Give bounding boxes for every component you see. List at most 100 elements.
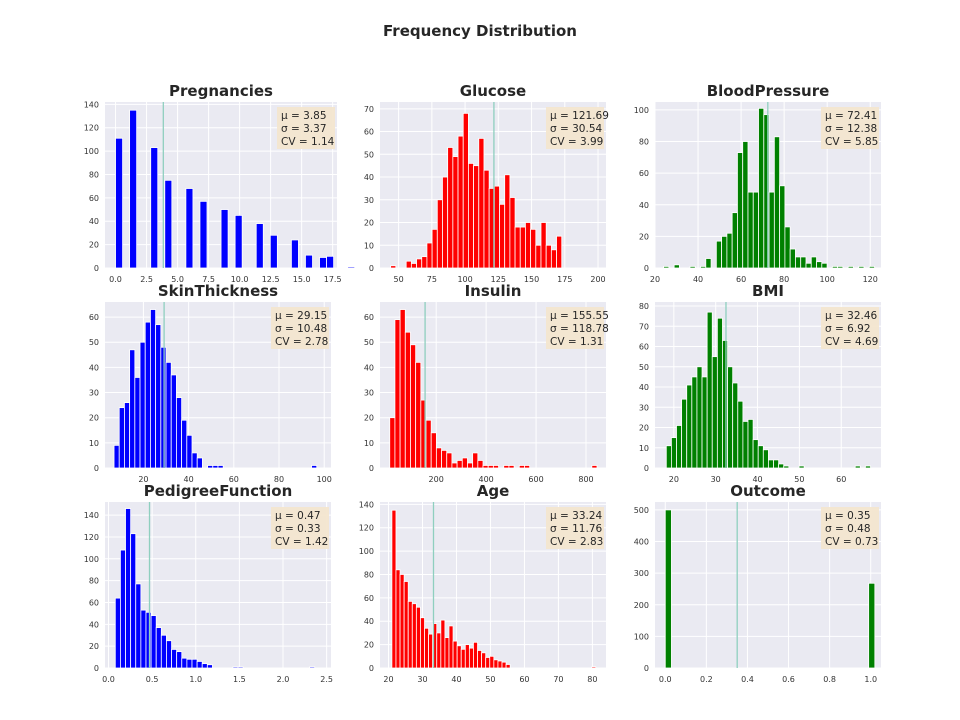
y-tick-label: 0	[369, 264, 374, 273]
y-tick-label: 0	[644, 464, 649, 473]
y-tick-label: 0	[369, 464, 374, 473]
histogram-panel-bloodpressure: 20 40 60 80 100 120020406080100BloodPressureμ…	[634, 82, 881, 284]
histogram-bar	[347, 266, 356, 269]
y-tick-label: 40	[89, 217, 99, 226]
histogram-bar	[428, 633, 434, 669]
histogram-panel-pregnancies: 0.0 2.5 5.0 7.5 10.0 12.5 15.0 17.5020406080100…	[84, 82, 398, 284]
histogram-bar	[217, 465, 224, 469]
y-tick-label: 100	[84, 147, 99, 156]
histogram-bar	[757, 445, 764, 469]
histogram-bar	[763, 114, 770, 269]
y-tick-label: 50	[364, 338, 374, 347]
subplot-title: Age	[477, 482, 510, 500]
histogram-bar	[737, 152, 744, 269]
histogram-bar	[726, 232, 733, 269]
histogram-bar	[115, 137, 123, 269]
subplot-title: Glucose	[460, 82, 526, 100]
histogram-bar	[673, 264, 680, 269]
x-tick-label: 5.0	[171, 275, 184, 284]
x-tick-label: 0.8	[823, 675, 836, 684]
histogram-bar	[150, 147, 159, 269]
histogram-bar	[487, 465, 494, 469]
y-tick-label: 10	[89, 439, 99, 448]
histogram-bar	[509, 197, 516, 269]
x-tick-label: 0.0	[109, 275, 122, 284]
histogram-bar	[305, 254, 313, 269]
histogram-bar	[689, 266, 696, 269]
x-tick-label: 200	[429, 475, 444, 484]
histogram-bar	[124, 402, 131, 469]
histogram-bar	[135, 583, 142, 669]
y-tick-label: 20	[364, 641, 374, 650]
histogram-bar	[773, 136, 781, 269]
histogram-bar	[462, 112, 469, 269]
histogram-bar	[448, 625, 454, 669]
histogram-bar	[706, 311, 713, 469]
x-tick-label: 75	[427, 275, 437, 284]
histogram-bar	[805, 262, 812, 269]
histogram-bar	[591, 465, 598, 469]
histogram-bar	[181, 657, 188, 669]
histogram-bar	[191, 658, 198, 669]
histogram-bar	[768, 191, 775, 269]
histogram-bar	[196, 457, 203, 469]
x-tick-label: 100	[820, 275, 835, 284]
histogram-bar	[691, 376, 698, 469]
histogram-bar	[430, 432, 437, 469]
histogram-bar	[778, 463, 785, 469]
histogram-bar	[868, 266, 875, 269]
y-tick-label: 60	[89, 194, 99, 203]
y-tick-label: 20	[639, 232, 649, 241]
x-tick-label: 80	[779, 275, 789, 284]
histogram-bar	[779, 185, 786, 269]
y-tick-label: 300	[634, 569, 649, 578]
histogram-bar	[492, 465, 499, 469]
y-tick-label: 120	[359, 524, 374, 533]
x-tick-label: 40	[451, 675, 461, 684]
histogram-bar	[394, 319, 401, 469]
histogram-bar	[120, 549, 126, 669]
x-tick-label: 1.0	[864, 675, 877, 684]
histogram-bar	[800, 256, 807, 269]
stats-box	[277, 107, 335, 149]
histogram-bar	[472, 452, 479, 469]
histogram-bar	[810, 256, 817, 269]
histogram-bar	[118, 407, 125, 469]
histogram-bar	[403, 581, 409, 669]
y-tick-label: 0	[94, 464, 99, 473]
stats-box	[821, 307, 879, 349]
histogram-bar	[176, 651, 183, 669]
histogram-bar	[139, 341, 146, 469]
histogram-bar	[125, 508, 132, 669]
histogram-bar	[468, 647, 474, 669]
x-tick-label: 20	[138, 475, 148, 484]
histogram-bar	[464, 644, 470, 669]
stats-box	[271, 507, 329, 549]
stats-box	[546, 507, 604, 549]
y-tick-label: 30	[639, 403, 649, 412]
x-tick-label: 2.5	[320, 675, 333, 684]
histogram-bar	[390, 265, 397, 269]
y-tick-label: 30	[89, 389, 99, 398]
histogram-bar	[404, 331, 411, 469]
histogram-bar	[447, 147, 454, 269]
y-tick-label: 10	[364, 439, 374, 448]
x-tick-label: 400	[478, 475, 493, 484]
histogram-bar	[847, 266, 854, 269]
y-tick-label: 140	[84, 100, 99, 109]
histogram-bar	[758, 107, 765, 269]
subplot-title: SkinThickness	[158, 282, 278, 300]
subplot-title: Outcome	[730, 482, 806, 500]
x-tick-label: 30	[711, 475, 721, 484]
histogram-bar	[481, 652, 487, 669]
histogram-bar	[160, 346, 167, 469]
histogram-bar	[436, 199, 443, 269]
stats-line: μ = 0.47	[275, 510, 321, 522]
y-tick-label: 40	[639, 201, 649, 210]
histogram-bar	[816, 261, 823, 269]
y-tick-label: 40	[364, 617, 374, 626]
histogram-bar	[150, 615, 157, 669]
x-tick-label: 2.0	[277, 675, 290, 684]
histogram-bar	[145, 611, 152, 669]
y-tick-label: 50	[639, 363, 649, 372]
